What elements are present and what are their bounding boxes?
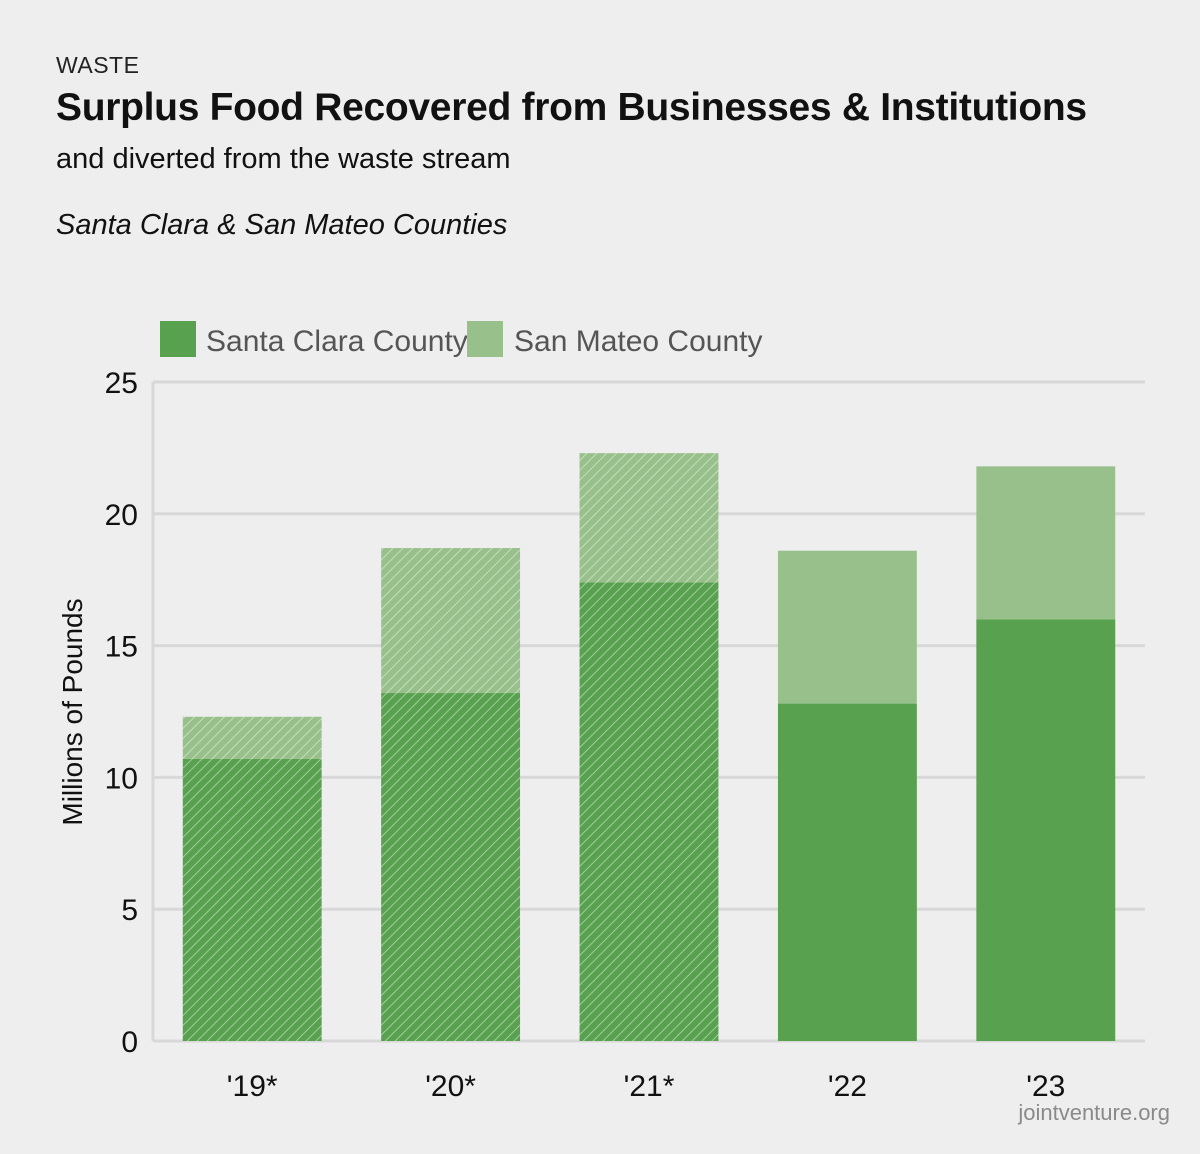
legend: Santa Clara County San Mateo County — [160, 321, 762, 358]
bars — [182, 453, 1116, 1041]
legend-swatch — [160, 321, 196, 357]
y-axis-title: Millions of Pounds — [57, 598, 88, 825]
x-tick-label: '22 — [828, 1070, 867, 1103]
bar-hatch — [579, 582, 719, 1041]
bar-hatch — [182, 758, 322, 1041]
x-tick-label: '23 — [1026, 1070, 1065, 1103]
legend-label: Santa Clara County — [206, 325, 468, 358]
y-axis: 0 5 10 15 20 25 — [105, 367, 138, 1059]
bar-segment — [777, 703, 917, 1041]
y-tick-label: 15 — [105, 631, 138, 664]
y-tick-label: 5 — [121, 894, 138, 927]
y-tick-label: 0 — [121, 1026, 138, 1059]
chart-region: Santa Clara & San Mateo Counties — [56, 209, 508, 241]
y-tick-label: 20 — [105, 499, 138, 532]
legend-swatch — [467, 321, 503, 357]
chart-subtitle: and diverted from the waste stream — [56, 143, 511, 175]
source-credit: jointventure.org — [1018, 1100, 1170, 1125]
chart-title: Surplus Food Recovered from Businesses &… — [56, 86, 1087, 129]
bar-hatch — [381, 548, 521, 694]
bar-hatch — [579, 453, 719, 583]
bar-segment — [976, 619, 1116, 1041]
y-tick-label: 10 — [105, 762, 138, 795]
x-tick-label: '21* — [624, 1070, 675, 1103]
bar-hatch — [381, 693, 521, 1041]
x-axis: '19* '20* '21* '22 '23 — [227, 1070, 1066, 1103]
kicker: WASTE — [56, 52, 140, 78]
bar-hatch — [182, 716, 322, 759]
legend-label: San Mateo County — [514, 325, 762, 358]
bar-segment — [777, 550, 917, 704]
bar-segment — [976, 466, 1116, 620]
x-tick-label: '19* — [227, 1070, 278, 1103]
y-tick-label: 25 — [105, 367, 138, 400]
x-tick-label: '20* — [425, 1070, 476, 1103]
